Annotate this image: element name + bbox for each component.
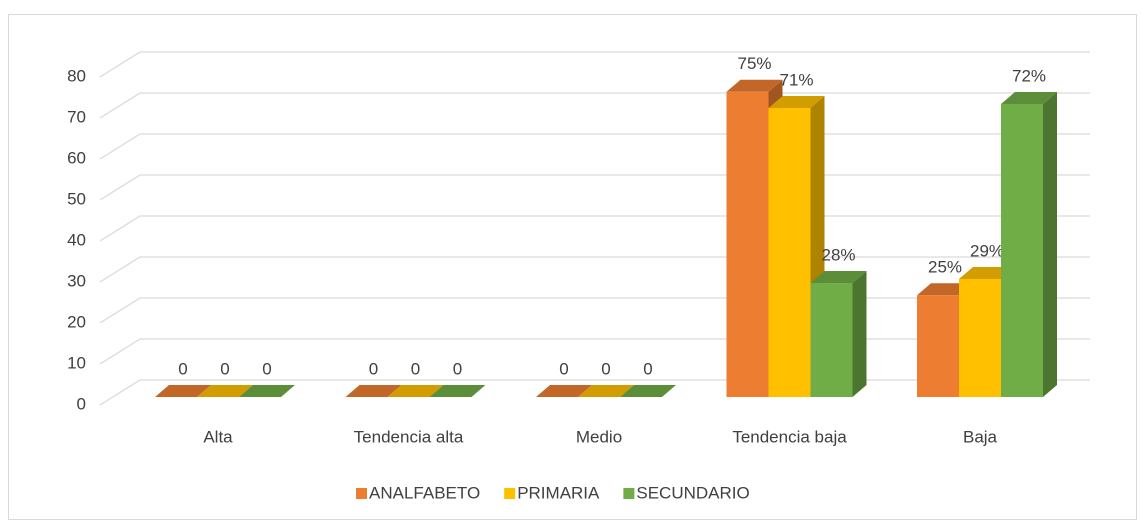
y-tick-label: 10: [67, 353, 86, 372]
value-label: 75%: [737, 54, 771, 73]
y-tick-label: 40: [67, 230, 86, 249]
y-tick-label: 70: [67, 107, 86, 126]
bar: [620, 385, 676, 397]
value-label: 0: [643, 359, 652, 378]
bar-top: [578, 385, 634, 397]
bar-top: [620, 385, 676, 397]
bar: [810, 271, 867, 397]
bar: [239, 385, 295, 397]
y-tick-label: 20: [67, 312, 86, 331]
bar-top: [726, 79, 783, 92]
y-tick-label: 60: [67, 148, 86, 167]
bar-side: [852, 271, 867, 397]
value-label: 71%: [779, 71, 813, 90]
y-tick-label: 50: [67, 189, 86, 208]
bar: [155, 385, 211, 397]
value-label: 0: [262, 359, 271, 378]
bar: [197, 385, 253, 397]
value-label: 72%: [1012, 66, 1046, 85]
value-label: 0: [178, 359, 187, 378]
value-label: 25%: [928, 258, 962, 277]
legend-swatch: [504, 488, 516, 499]
bar: [387, 385, 444, 397]
value-label: 0: [601, 359, 610, 378]
bar-front: [768, 108, 811, 397]
bar-front: [959, 278, 1001, 397]
legend-label: SECUNDARIO: [636, 483, 749, 502]
bar-front: [1001, 103, 1043, 398]
bar: [578, 385, 634, 397]
x-tick-label: Medio: [576, 427, 622, 446]
bar-top: [387, 385, 444, 397]
legend-label: ANALFABETO: [369, 483, 480, 502]
bar: [345, 385, 402, 397]
bar: [1001, 91, 1057, 398]
bar-top: [768, 96, 825, 109]
y-tick-label: 80: [67, 66, 86, 85]
y-tick-label: 30: [67, 271, 86, 290]
bar-top: [429, 385, 486, 397]
bar-top: [810, 271, 867, 284]
bar-top: [197, 385, 253, 397]
y-tick-label: 0: [77, 394, 86, 413]
bar-top: [239, 385, 295, 397]
value-label: 0: [220, 359, 229, 378]
legend-label: PRIMARIA: [517, 483, 600, 502]
x-tick-label: Alta: [203, 427, 233, 446]
value-label: 0: [559, 359, 568, 378]
bar-front: [917, 295, 959, 397]
x-tick-label: Tendencia baja: [732, 427, 847, 446]
bar-front: [810, 283, 853, 397]
bar-front: [726, 91, 769, 397]
bar: [536, 385, 592, 397]
chart-frame: [8, 14, 1137, 520]
value-label: 0: [369, 359, 378, 378]
value-label: 0: [453, 359, 462, 378]
x-tick-label: Baja: [963, 427, 998, 446]
legend-swatch: [623, 488, 635, 499]
x-tick-label: Tendencia alta: [354, 427, 464, 446]
bar-top: [155, 385, 211, 397]
grid-line: [99, 51, 1090, 78]
bar-side: [1043, 91, 1057, 398]
bar-top: [345, 385, 402, 397]
value-label: 29%: [970, 241, 1004, 260]
bar-top: [536, 385, 592, 397]
legend-swatch: [356, 488, 367, 499]
value-label: 0: [411, 359, 420, 378]
bar: [429, 385, 486, 397]
value-label: 28%: [821, 246, 855, 265]
bar-top: [1001, 91, 1057, 104]
